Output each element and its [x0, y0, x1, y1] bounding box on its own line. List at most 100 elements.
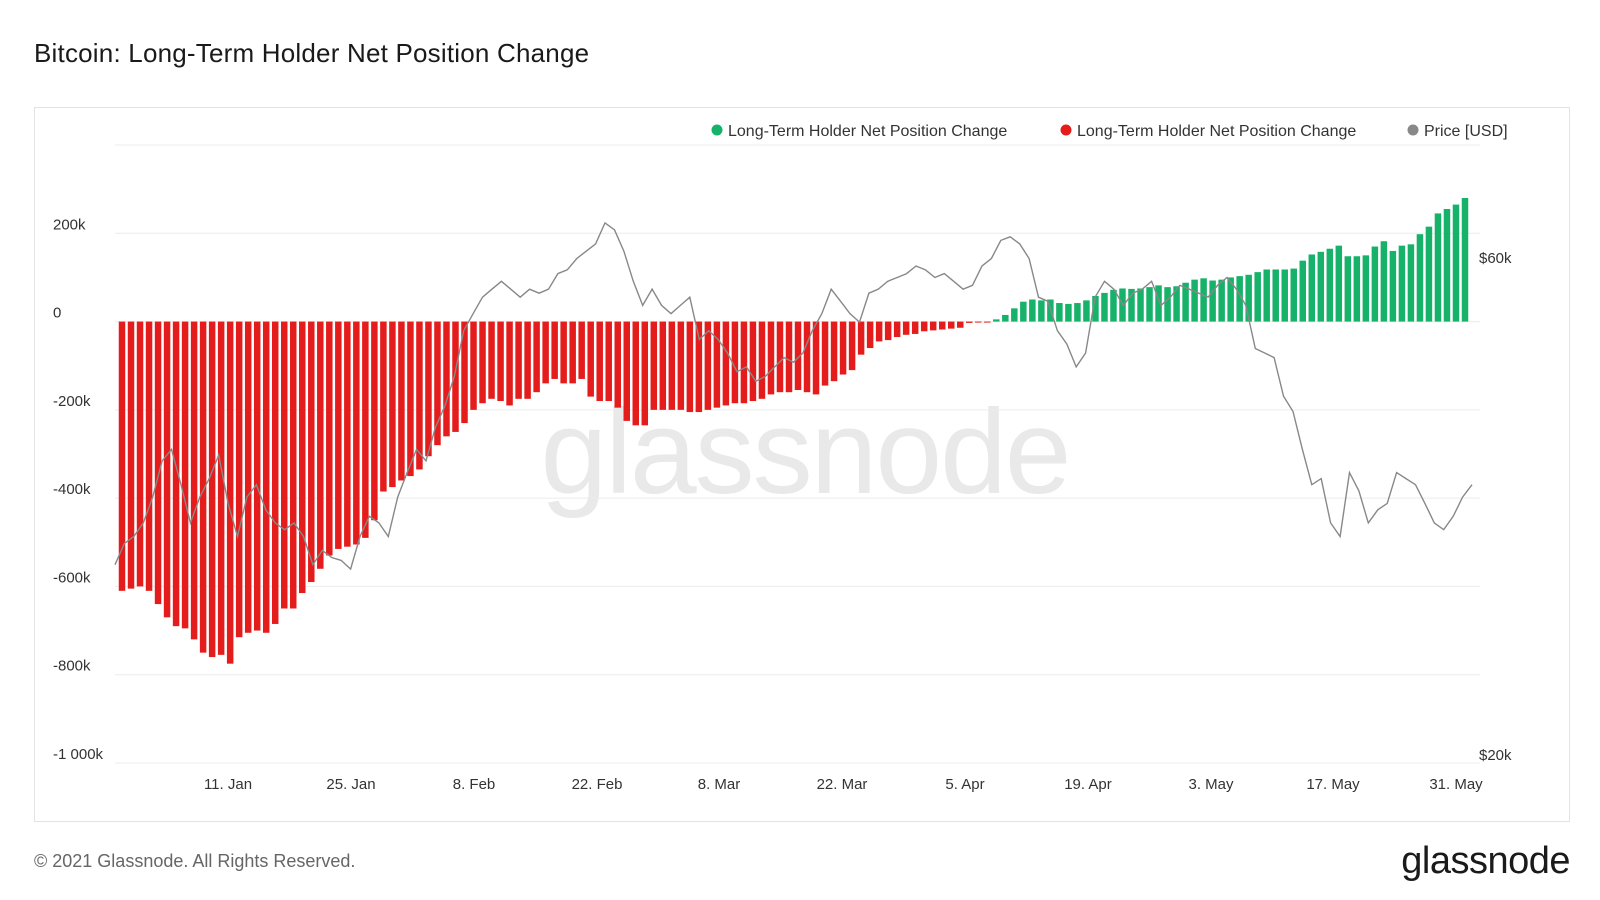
bar — [731, 321, 739, 404]
bar — [362, 321, 369, 538]
bar — [1227, 277, 1234, 322]
bar — [1389, 250, 1397, 322]
bar — [290, 321, 297, 609]
bar — [1290, 268, 1297, 322]
y-left-tick-label: -400k — [53, 481, 91, 498]
bar — [1263, 269, 1270, 322]
x-tick-label: 19. Apr — [1064, 776, 1112, 793]
bar — [1146, 287, 1153, 322]
bar — [1425, 226, 1433, 322]
bar — [1398, 245, 1406, 322]
bar — [785, 321, 793, 393]
bar — [1281, 269, 1288, 322]
bar — [713, 321, 721, 408]
chart-frame: glassnode 200k 0 -200k -400k -600k -800k -1 00… — [34, 107, 1570, 822]
bar — [542, 321, 549, 384]
bar — [938, 321, 946, 330]
bar — [190, 321, 198, 640]
bar — [1299, 260, 1307, 322]
bar — [163, 321, 171, 618]
bar — [326, 321, 333, 556]
bar — [506, 321, 513, 406]
bar — [434, 321, 441, 446]
copyright-text: © 2021 Glassnode. All Rights Reserved. — [34, 851, 356, 871]
x-tick-label: 22. Feb — [572, 776, 623, 793]
bar — [199, 321, 207, 653]
legend-dot — [711, 124, 723, 136]
bar — [1362, 255, 1370, 322]
y-axis-left: 200k 0 -200k -400k -600k -800k -1 000k — [53, 216, 104, 763]
bar — [1110, 289, 1117, 322]
legend-dot — [1407, 124, 1419, 136]
bar — [425, 321, 432, 457]
bar — [1344, 256, 1352, 322]
bar — [984, 321, 991, 323]
x-tick-label: 22. Mar — [817, 776, 868, 793]
bar — [1182, 282, 1189, 322]
bar — [1461, 197, 1469, 322]
bar — [749, 321, 757, 402]
bar — [1083, 300, 1090, 322]
legend-item: Long-Term Holder Net Position Change — [1060, 123, 1356, 140]
bar — [217, 321, 225, 655]
bar — [1326, 248, 1334, 322]
bar — [839, 321, 847, 375]
bar — [830, 321, 838, 382]
y-left-tick-label: -200k — [53, 393, 91, 410]
glassnode-logo[interactable]: glassnode — [1401, 840, 1570, 882]
bar — [884, 321, 892, 341]
bar — [479, 321, 486, 404]
bar — [1317, 251, 1325, 322]
bar — [1434, 213, 1442, 322]
bar — [497, 321, 504, 402]
bar — [136, 321, 144, 587]
bar — [569, 321, 576, 384]
bar — [371, 321, 378, 521]
bar — [344, 321, 351, 547]
bar — [668, 321, 676, 410]
legend: Long-Term Holder Net Position Change Long… — [711, 123, 1508, 140]
bar — [208, 321, 216, 658]
bar — [1218, 279, 1225, 322]
legend-label: Long-Term Holder Net Position Change — [1077, 123, 1356, 140]
bar — [299, 321, 306, 594]
bar — [722, 321, 730, 406]
bar — [226, 321, 234, 664]
bar — [677, 321, 685, 410]
bar — [1065, 303, 1072, 322]
x-tick-label: 8. Mar — [698, 776, 741, 793]
bar — [515, 321, 522, 399]
bar — [857, 321, 865, 355]
bar — [929, 321, 937, 331]
bar — [470, 321, 477, 410]
bar — [623, 321, 630, 421]
bar — [1452, 204, 1460, 322]
bar — [461, 321, 468, 424]
bar — [1002, 314, 1009, 322]
bar — [118, 321, 126, 591]
legend-label: Price [USD] — [1424, 123, 1508, 140]
bar — [578, 321, 585, 379]
y-right-tick-label: $20k — [1479, 747, 1512, 764]
bar — [1200, 278, 1207, 322]
bar — [172, 321, 180, 627]
bar — [957, 321, 964, 328]
bar — [740, 321, 748, 404]
bar — [1209, 280, 1216, 322]
bar — [551, 321, 558, 379]
x-tick-label: 8. Feb — [453, 776, 496, 793]
bar — [848, 321, 856, 371]
bar — [1092, 295, 1099, 322]
bar — [794, 321, 802, 390]
bar — [1254, 272, 1261, 322]
legend-item: Price [USD] — [1407, 123, 1508, 140]
bar — [1029, 299, 1036, 322]
legend-item: Long-Term Holder Net Position Change — [711, 123, 1007, 140]
bar — [1272, 269, 1279, 322]
bar — [1074, 303, 1081, 322]
chart-title: Bitcoin: Long-Term Holder Net Position C… — [34, 38, 590, 68]
bar — [1236, 276, 1243, 322]
y-left-tick-label: 0 — [53, 305, 61, 322]
bar — [966, 321, 973, 323]
